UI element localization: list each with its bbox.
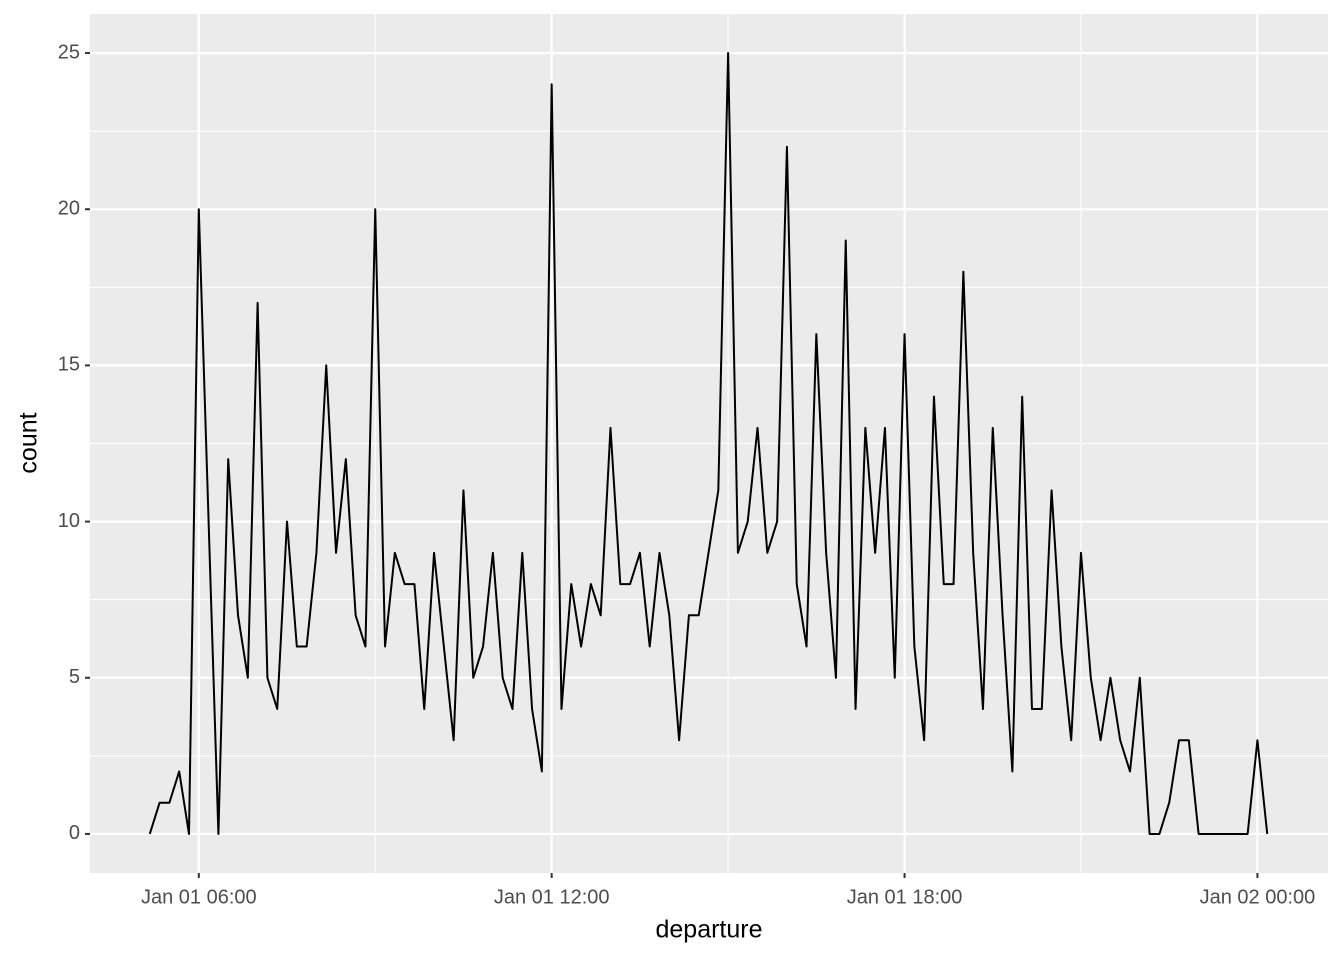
line <box>148 52 1269 835</box>
y-tick-label: 25 <box>58 41 80 63</box>
y-tick-label: 10 <box>58 510 80 532</box>
x-tick-label: Jan 01 18:00 <box>847 886 963 908</box>
y-tick-label: 5 <box>69 666 80 688</box>
x-tick-label: Jan 01 12:00 <box>494 886 610 908</box>
y-axis-label: count <box>15 412 43 473</box>
x-axis-label: departure <box>655 916 762 944</box>
x-tick-label: Jan 02 00:00 <box>1200 886 1316 908</box>
y-tick-label: 20 <box>58 198 80 220</box>
y-tick-label: 0 <box>69 822 80 844</box>
x-tick-label: Jan 01 06:00 <box>141 886 257 908</box>
y-tick-label: 15 <box>58 354 80 376</box>
